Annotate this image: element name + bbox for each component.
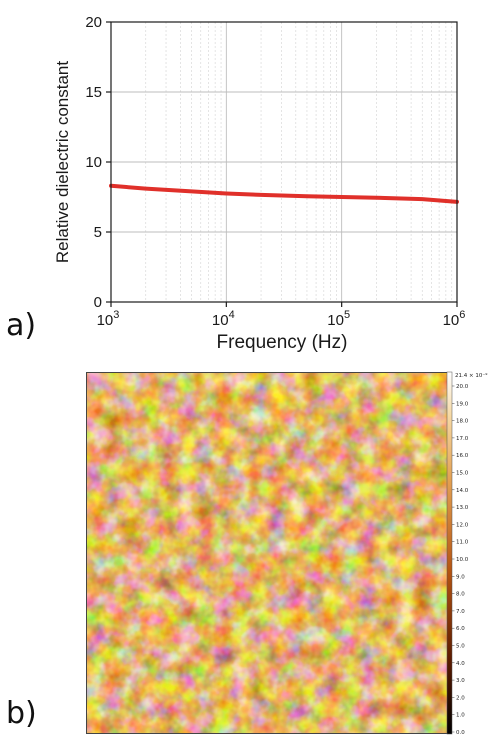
colorbar-tick-label: 19.0: [456, 401, 469, 407]
dielectric-series-line: [109, 183, 459, 204]
colorbar-tick-label: 18.0: [456, 419, 469, 425]
colorbar-gradient: [446, 371, 453, 735]
colorbar-tick-label: 1.0: [456, 713, 465, 719]
colorbar-tick-label: 17.0: [456, 436, 469, 442]
colorbar-tick-label: 9.0: [456, 574, 465, 580]
y-tick-label: 0: [94, 294, 102, 311]
colorbar-tick-label: 7.0: [456, 609, 465, 615]
y-axis-label: Relative dielectric constant: [53, 61, 72, 263]
colorbar-ticks: 20.0 19.0 18.0 17.0 16.0 15.0 14.0 13.0 12.0 11.0…: [452, 384, 469, 736]
y-tick-label: 5: [94, 224, 102, 241]
dielectric-chart: 103 104 105 106 0 5 10 15 20 Relative dielectri…: [53, 14, 466, 353]
chart-grid: [110, 21, 458, 303]
plot-frame: [110, 21, 458, 303]
x-tick-label: 105: [327, 309, 350, 329]
colorbar-max-label: 21.4 × 10⁻⁹: [455, 372, 487, 379]
colorbar-tick-label: 14.0: [456, 488, 469, 494]
afm-texture: [87, 373, 447, 733]
chart-series: [109, 183, 459, 204]
colorbar-tick-label: 0.0: [456, 730, 465, 736]
colorbar-tick-label: 12.0: [456, 522, 469, 528]
colorbar-tick-label: 6.0: [456, 626, 465, 632]
colorbar-tick-label: 10.0: [456, 557, 469, 563]
x-tick-label: 104: [212, 309, 235, 329]
panel-label-b: b): [6, 696, 37, 731]
x-axis-ticks: 103 104 105 106: [97, 302, 466, 329]
panel-label-a: a): [6, 308, 37, 343]
colorbar-tick-label: 11.0: [456, 540, 469, 546]
y-tick-label: 20: [85, 14, 102, 31]
colorbar-tick-label: 5.0: [456, 644, 465, 650]
y-tick-label: 15: [85, 84, 102, 101]
colorbar-tick-label: 8.0: [456, 592, 465, 598]
colorbar-tick-label: 16.0: [456, 453, 469, 459]
colorbar-tick-label: 13.0: [456, 505, 469, 511]
x-tick-label: 103: [97, 309, 120, 329]
afm-topography-image: [86, 372, 448, 734]
y-axis-ticks: 0 5 10 15 20: [85, 14, 111, 311]
y-tick-label: 10: [85, 154, 102, 171]
x-axis-label: Frequency (Hz): [217, 332, 348, 353]
colorbar-tick-label: 2.0: [456, 695, 465, 701]
x-tick-label: 106: [443, 309, 466, 329]
colorbar-tick-label: 4.0: [456, 661, 465, 667]
colorbar-tick-label: 3.0: [456, 678, 465, 684]
colorbar-tick-label: 20.0: [456, 384, 469, 390]
afm-colorbar: 21.4 × 10⁻⁹ 20.0 19.0 18.0 17.0 16.0 15.0 14.0…: [446, 371, 487, 736]
colorbar-tick-label: 15.0: [456, 471, 469, 477]
